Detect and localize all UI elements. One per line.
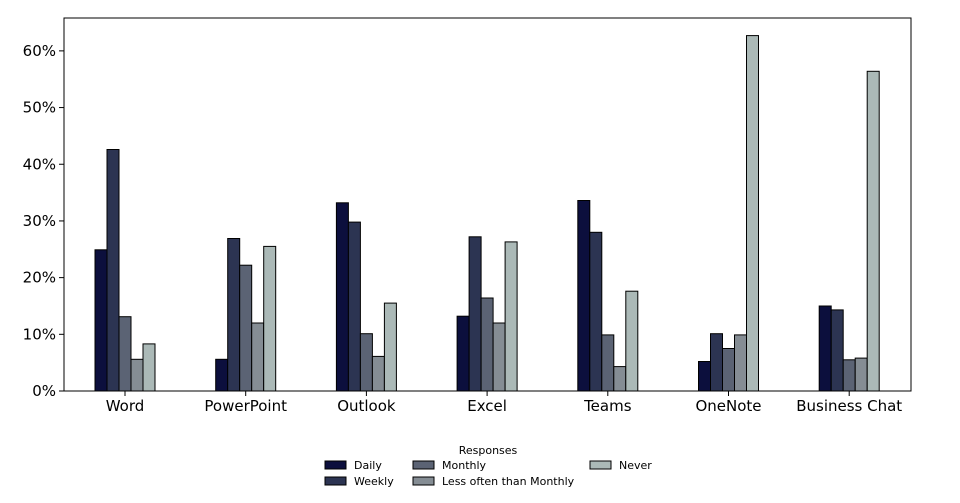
bar-business-chat-weekly	[830, 309, 844, 392]
bar-onenote-monthly	[722, 348, 735, 392]
y-tick-label: 10%	[23, 325, 56, 343]
legend-label: Less often than Monthly	[442, 475, 575, 488]
legend-label: Daily	[354, 459, 382, 472]
legend-swatch	[324, 460, 347, 470]
bar-word-daily	[94, 249, 108, 392]
legend: Responses Daily Weekly Monthly Less often t…	[324, 444, 652, 488]
bar-powerpoint-never	[263, 245, 277, 392]
plot-frame	[63, 17, 912, 392]
bar-onenote-less-often-than-monthly	[734, 334, 747, 392]
bar-excel-daily	[456, 315, 470, 392]
x-tick-label: OneNote	[695, 397, 761, 415]
y-tick-label: 20%	[23, 269, 56, 287]
bar-word-monthly	[118, 316, 132, 392]
legend-label: Weekly	[354, 475, 394, 488]
bar-outlook-daily	[335, 202, 349, 392]
legend-swatch	[324, 476, 347, 486]
y-tick-label: 0%	[32, 382, 56, 400]
bar-teams-never	[625, 290, 639, 392]
bar-powerpoint-weekly	[227, 238, 241, 392]
y-axis: 0% 10% 20% 30% 40% 50% 60%	[23, 42, 64, 400]
x-tick-label: PowerPoint	[204, 397, 287, 415]
bar-excel-less-often-than-monthly	[492, 322, 506, 392]
bar-excel-weekly	[468, 236, 482, 392]
bar-teams-monthly	[601, 334, 615, 392]
bar-onenote-weekly	[710, 333, 723, 392]
bar-excel-never	[504, 241, 518, 392]
bar-powerpoint-less-often-than-monthly	[251, 322, 265, 392]
x-tick-label: Excel	[467, 397, 507, 415]
bar-teams-less-often-than-monthly	[613, 366, 627, 392]
bar-excel-monthly	[480, 297, 494, 392]
legend-swatch	[412, 476, 435, 486]
bar-business-chat-never	[866, 70, 880, 392]
y-tick-label: 30%	[23, 212, 56, 230]
x-tick-label: Outlook	[337, 397, 396, 415]
bar-word-less-often-than-monthly	[130, 358, 144, 392]
legend-label: Never	[619, 459, 652, 472]
bar-onenote-never	[746, 35, 759, 392]
bar-business-chat-daily	[818, 305, 832, 392]
bar-outlook-never	[383, 302, 397, 392]
legend-label: Monthly	[442, 459, 487, 472]
x-axis: Word PowerPoint Outlook Excel Teams OneNote Bu…	[106, 391, 902, 415]
x-tick-label: Word	[106, 397, 145, 415]
bar-outlook-monthly	[359, 333, 373, 392]
bar-teams-weekly	[589, 231, 603, 392]
legend-title: Responses	[459, 444, 518, 457]
bar-word-never	[142, 343, 156, 392]
bar-powerpoint-monthly	[239, 264, 253, 392]
bar-powerpoint-daily	[215, 358, 229, 392]
y-tick-label: 40%	[23, 155, 56, 173]
y-tick-label: 50%	[23, 99, 56, 117]
x-tick-label: Teams	[583, 397, 632, 415]
x-tick-label: Business Chat	[796, 397, 902, 415]
legend-swatch	[589, 460, 612, 470]
y-tick-label: 60%	[23, 42, 56, 60]
bar-outlook-weekly	[347, 221, 361, 392]
bar-word-weekly	[106, 149, 120, 392]
bars	[94, 35, 880, 392]
bar-business-chat-monthly	[842, 359, 856, 392]
bar-outlook-less-often-than-monthly	[371, 355, 385, 392]
bar-business-chat-less-often-than-monthly	[854, 357, 868, 392]
bar-teams-daily	[577, 200, 591, 392]
legend-swatch	[412, 460, 435, 470]
bar-onenote-daily	[698, 361, 711, 392]
